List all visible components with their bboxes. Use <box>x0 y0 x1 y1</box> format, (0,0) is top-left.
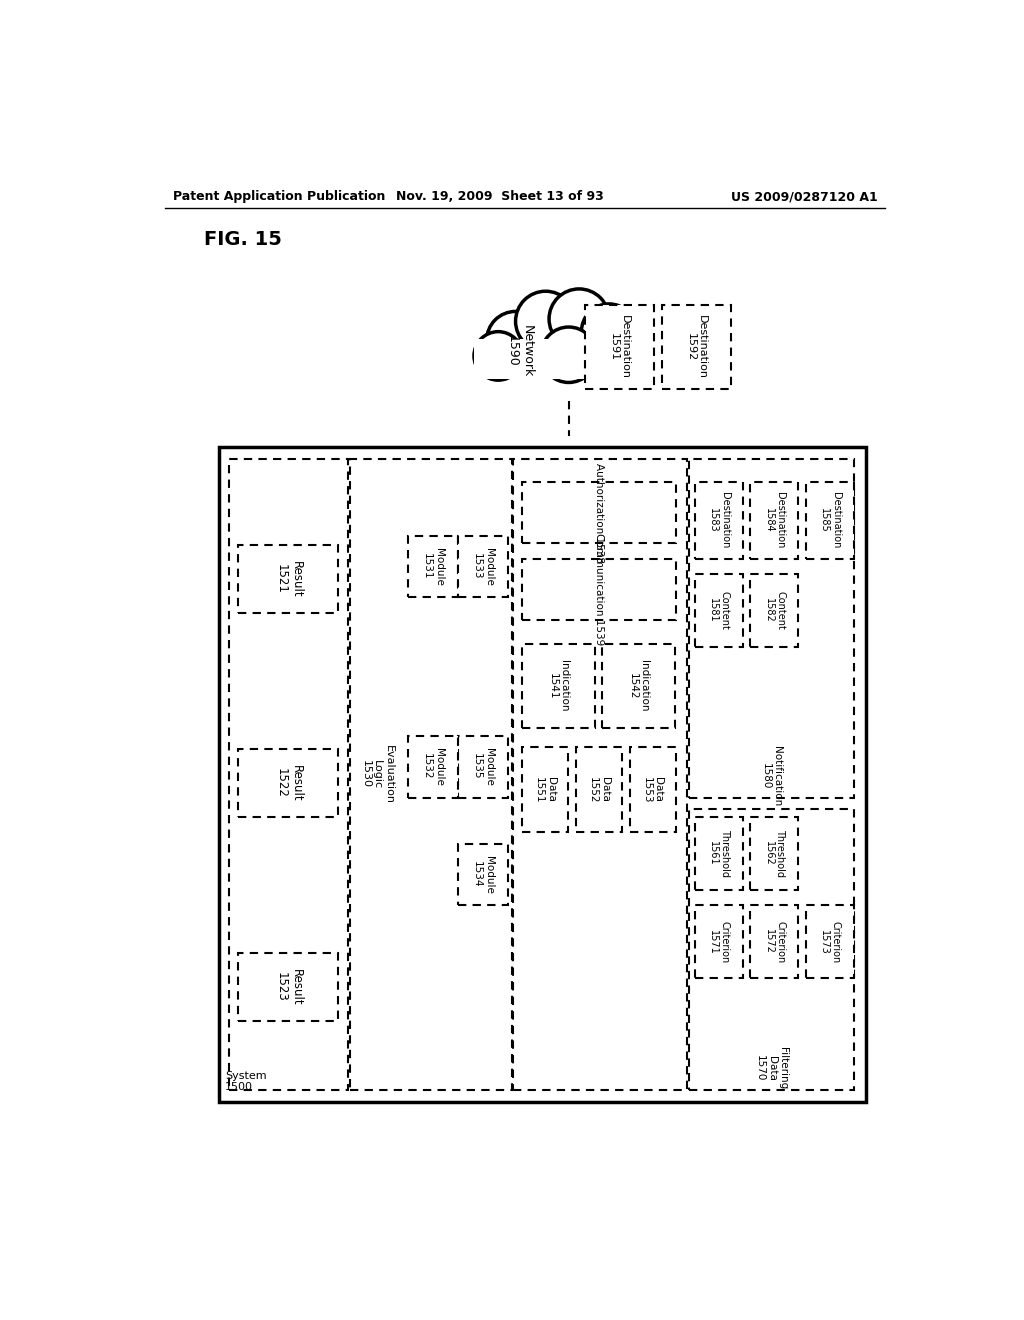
Bar <box>239 953 339 1020</box>
Bar <box>662 305 731 389</box>
Text: Authorization 1538: Authorization 1538 <box>594 462 604 562</box>
Text: Communication 1539: Communication 1539 <box>594 533 604 645</box>
Text: Patent Application Publication: Patent Application Publication <box>173 190 385 203</box>
Text: Data
1552: Data 1552 <box>588 776 609 803</box>
Bar <box>806 482 854 558</box>
Text: Destination
1591: Destination 1591 <box>608 315 631 379</box>
Bar <box>521 747 568 832</box>
Bar <box>806 906 854 978</box>
Text: Module
1535: Module 1535 <box>472 747 494 785</box>
Text: Criterion
1572: Criterion 1572 <box>764 921 785 964</box>
Bar <box>630 747 676 832</box>
Bar <box>408 536 458 598</box>
Text: Content
1582: Content 1582 <box>764 591 785 630</box>
Bar <box>521 644 595 729</box>
Bar <box>602 644 675 729</box>
Bar <box>695 482 742 558</box>
Text: FIG. 15: FIG. 15 <box>204 230 282 248</box>
Text: Indication
1541: Indication 1541 <box>548 660 569 711</box>
Text: Result
1521: Result 1521 <box>274 561 302 597</box>
Text: Criterion
1571: Criterion 1571 <box>708 921 730 964</box>
Bar <box>751 817 798 890</box>
Circle shape <box>474 331 522 380</box>
Text: Filtering
Data
1570: Filtering Data 1570 <box>755 1047 788 1090</box>
Text: Destination
1584: Destination 1584 <box>764 492 785 549</box>
Text: Indication
1542: Indication 1542 <box>628 660 649 711</box>
Circle shape <box>486 312 545 370</box>
Bar <box>695 906 742 978</box>
Bar <box>695 817 742 890</box>
Text: Result
1523: Result 1523 <box>274 969 302 1006</box>
Bar <box>458 737 508 797</box>
Text: Evaluation
Logic
1530: Evaluation Logic 1530 <box>360 744 393 804</box>
Text: Destination
1583: Destination 1583 <box>708 492 730 549</box>
Circle shape <box>541 327 596 383</box>
Bar <box>458 843 508 906</box>
Text: Threshold
1562: Threshold 1562 <box>764 829 785 878</box>
Bar <box>458 536 508 598</box>
Text: Threshold
1561: Threshold 1561 <box>708 829 730 878</box>
Bar <box>474 339 628 379</box>
Circle shape <box>595 330 644 378</box>
Text: Result
1522: Result 1522 <box>274 764 302 801</box>
Bar <box>575 747 622 832</box>
Bar <box>521 482 676 544</box>
Text: Module
1532: Module 1532 <box>422 747 443 785</box>
Text: Network
1590: Network 1590 <box>506 325 534 378</box>
Bar <box>751 906 798 978</box>
Bar <box>585 305 654 389</box>
Bar <box>350 459 512 1090</box>
Text: System
1500: System 1500 <box>225 1071 267 1093</box>
Text: Criterion
1573: Criterion 1573 <box>819 921 841 964</box>
Bar <box>751 482 798 558</box>
Text: Data
1551: Data 1551 <box>535 776 556 803</box>
Text: Destination
1592: Destination 1592 <box>686 315 708 379</box>
Text: Module
1534: Module 1534 <box>472 855 494 894</box>
Text: Destination
1585: Destination 1585 <box>819 492 841 549</box>
Bar <box>695 574 742 647</box>
Bar <box>689 809 854 1090</box>
Bar <box>513 459 686 1090</box>
Circle shape <box>549 289 609 348</box>
Bar <box>229 459 348 1090</box>
Circle shape <box>582 304 637 359</box>
Bar <box>219 447 866 1102</box>
Text: Content
1581: Content 1581 <box>708 591 730 630</box>
Bar <box>239 545 339 612</box>
Text: Data
1553: Data 1553 <box>642 776 664 803</box>
Text: US 2009/0287120 A1: US 2009/0287120 A1 <box>731 190 878 203</box>
Bar <box>751 574 798 647</box>
Bar <box>408 737 458 797</box>
Bar <box>521 558 676 620</box>
Text: Module
1533: Module 1533 <box>472 548 494 586</box>
Circle shape <box>515 292 575 351</box>
Text: Module
1531: Module 1531 <box>422 548 443 586</box>
Text: Nov. 19, 2009  Sheet 13 of 93: Nov. 19, 2009 Sheet 13 of 93 <box>396 190 604 203</box>
Bar <box>689 459 854 797</box>
Text: Notification
1580: Notification 1580 <box>761 746 782 807</box>
Bar <box>239 748 339 817</box>
Bar <box>472 343 630 380</box>
